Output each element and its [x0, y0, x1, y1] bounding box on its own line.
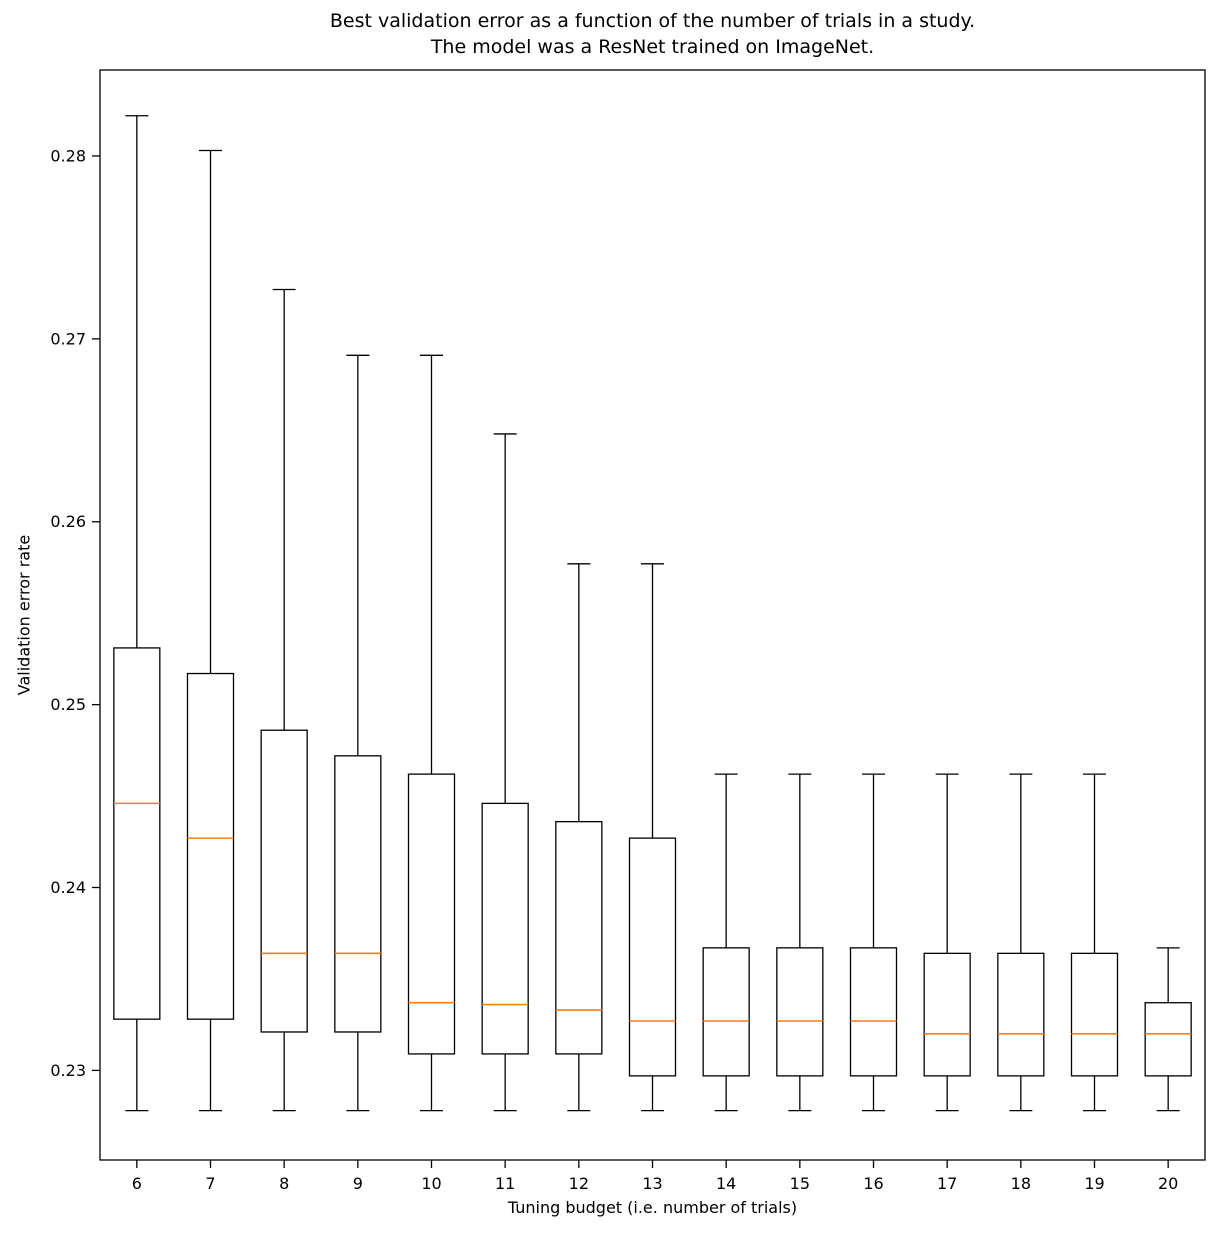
- iqr-box: [628, 837, 677, 1077]
- x-tick-label: 10: [421, 1174, 441, 1193]
- y-tick-label: 0.26: [50, 512, 86, 531]
- iqr-box: [334, 755, 382, 1033]
- box-group-11: [481, 433, 529, 1112]
- chart-title-line-1: Best validation error as a function of t…: [329, 10, 976, 32]
- iqr-box: [260, 729, 308, 1033]
- x-tick-label: 6: [132, 1174, 142, 1193]
- y-tick-label: 0.23: [50, 1061, 86, 1080]
- iqr-box: [1144, 1002, 1192, 1077]
- iqr-box: [1070, 952, 1119, 1077]
- y-tick-label: 0.25: [50, 695, 86, 714]
- x-tick-label: 8: [279, 1174, 289, 1193]
- box-group-12: [555, 563, 603, 1112]
- box-group-14: [702, 773, 750, 1112]
- box-group-17: [923, 773, 971, 1112]
- chart-title-line-2: The model was a ResNet trained on ImageN…: [430, 36, 875, 58]
- iqr-box: [776, 947, 824, 1077]
- x-tick-label: 13: [642, 1174, 662, 1193]
- x-tick-label: 20: [1158, 1174, 1178, 1193]
- x-tick-label: 16: [863, 1174, 883, 1193]
- x-axis-label: Tuning budget (i.e. number of trials): [507, 1198, 798, 1217]
- box-group-6: [113, 115, 161, 1112]
- x-tick-label: 19: [1084, 1174, 1104, 1193]
- box-group-9: [334, 354, 382, 1112]
- y-axis-label: Validation error rate: [14, 534, 34, 696]
- x-tick-label: 11: [495, 1174, 515, 1193]
- x-tick-label: 12: [569, 1174, 589, 1193]
- box-group-10: [407, 354, 456, 1112]
- x-tick-label: 15: [790, 1174, 810, 1193]
- x-tick-label: 18: [1011, 1174, 1031, 1193]
- x-tick-label: 9: [353, 1174, 363, 1193]
- box-group-16: [849, 773, 898, 1112]
- iqr-box: [481, 802, 529, 1055]
- iqr-box: [555, 821, 603, 1055]
- box-group-13: [628, 563, 677, 1112]
- x-tick-label: 7: [205, 1174, 215, 1193]
- iqr-box: [407, 773, 456, 1055]
- y-tick-label: 0.24: [50, 878, 86, 897]
- box-group-18: [997, 773, 1045, 1112]
- y-tick-label: 0.28: [50, 146, 86, 165]
- box-group-15: [776, 773, 824, 1112]
- iqr-box: [923, 952, 971, 1077]
- box-group-19: [1070, 773, 1119, 1112]
- iqr-box: [702, 947, 750, 1077]
- x-tick-label: 14: [716, 1174, 736, 1193]
- iqr-box: [997, 952, 1045, 1077]
- chart-title: Best validation error as a function of t…: [100, 8, 1205, 60]
- iqr-box: [186, 672, 235, 1020]
- box-group-7: [186, 149, 235, 1112]
- box-group-8: [260, 288, 308, 1112]
- y-tick-label: 0.27: [50, 329, 86, 348]
- box-group-20: [1144, 947, 1192, 1112]
- x-tick-label: 17: [937, 1174, 957, 1193]
- iqr-box: [849, 947, 898, 1077]
- iqr-box: [113, 647, 161, 1020]
